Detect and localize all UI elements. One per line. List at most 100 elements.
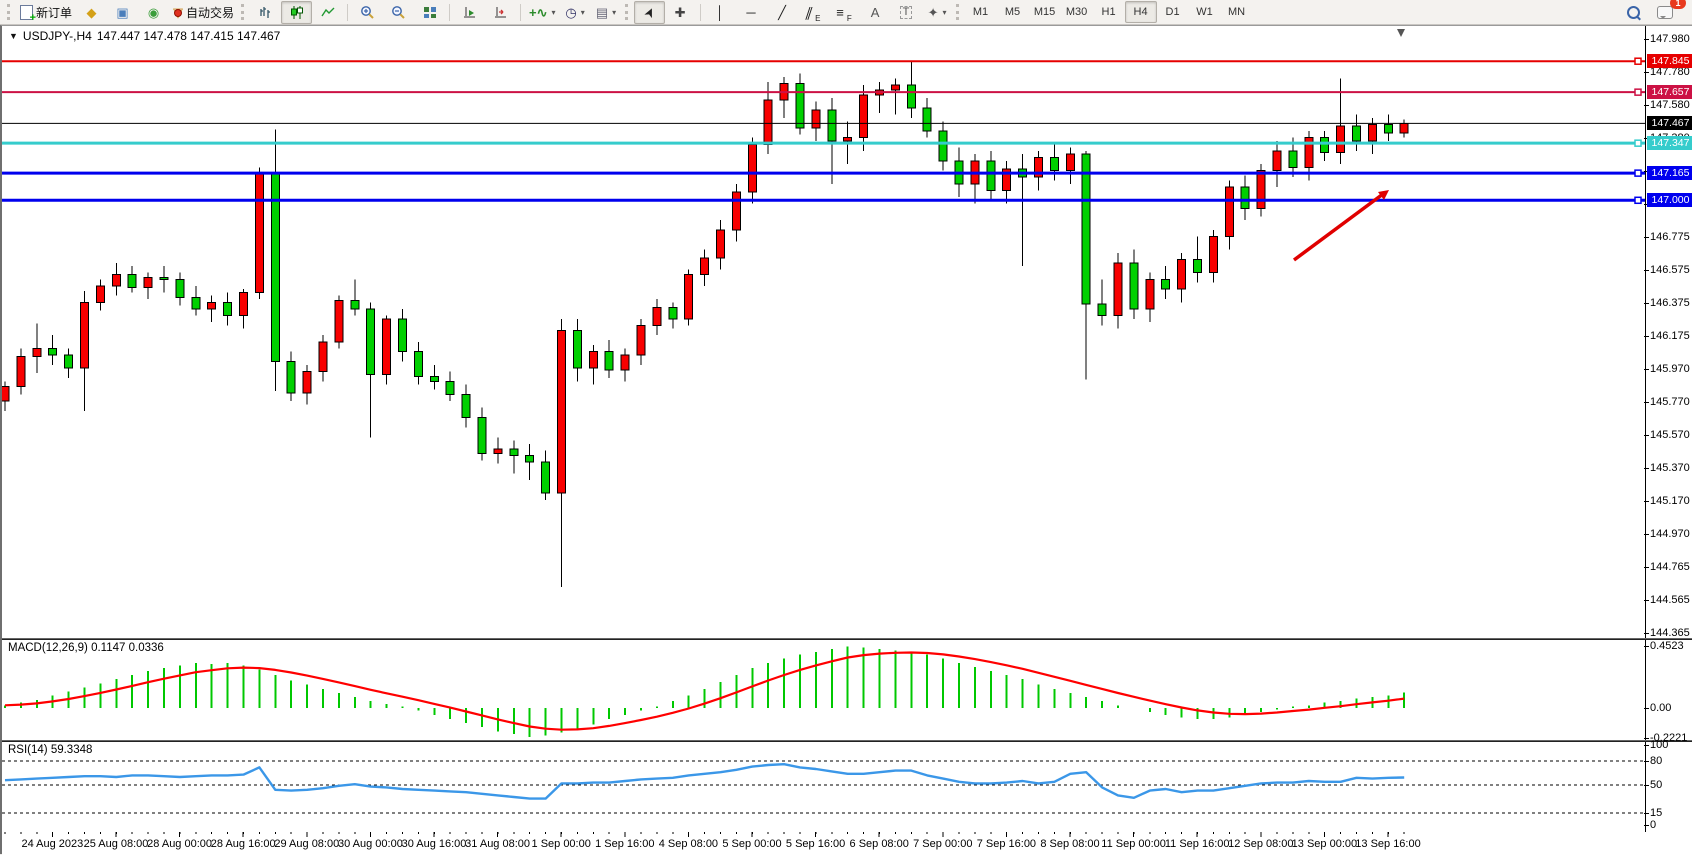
new-order-icon xyxy=(20,4,36,24)
line-anchor-handle xyxy=(1634,139,1642,147)
axis-tick-label: 0.4523 xyxy=(1644,639,1684,652)
toolbar-grip[interactable] xyxy=(7,4,10,20)
time-axis-label: 13 Sep 16:00 xyxy=(1355,838,1421,850)
periods-button[interactable]: ◷ ▾ xyxy=(560,1,591,24)
toolbar-grip[interactable] xyxy=(624,4,628,20)
axis-tick-label: 145.370 xyxy=(1644,462,1690,474)
axis-tick-label: 145.970 xyxy=(1644,363,1690,375)
arrows-tool-button[interactable]: ✦ ▾ xyxy=(922,1,953,24)
line-anchor-handle xyxy=(1634,196,1642,205)
line-chart-button[interactable] xyxy=(312,1,343,24)
time-axis-label: 5 Sep 00:00 xyxy=(722,838,782,850)
candlestick-chart-button[interactable] xyxy=(281,0,313,24)
market-button[interactable]: ▣ xyxy=(107,1,138,24)
templates-button[interactable]: ▤ ▾ xyxy=(591,1,622,24)
axis-tick-label: -0.2221 xyxy=(1643,732,1688,745)
crosshair-tool-button[interactable]: ✚ xyxy=(665,1,696,24)
axis-tick-label: 146.175 xyxy=(1644,330,1690,342)
equidistant-channel-tool-button[interactable]: ∥ E xyxy=(803,4,821,23)
time-axis-label: 5 Sep 16:00 xyxy=(785,838,846,850)
toolbar-grip[interactable] xyxy=(241,4,245,20)
zoom-in-button[interactable] xyxy=(352,1,383,24)
trend-arrow-head xyxy=(1378,190,1389,200)
new-order-label: 新订单 xyxy=(36,5,73,20)
time-axis-label: 7 Sep 16:00 xyxy=(976,838,1037,850)
price-line-badge: 147.845 xyxy=(1647,54,1692,69)
axis-tick-label: 145.770 xyxy=(1644,396,1690,408)
chevron-down-icon: ▾ xyxy=(580,7,585,17)
line-anchor-handle xyxy=(1634,169,1642,177)
trendline-tool-button[interactable]: ╱ xyxy=(767,1,798,24)
chart-ohlc-values: 147.447 147.478 147.415 147.467 xyxy=(96,29,281,43)
price-line-badge: 147.657 xyxy=(1647,85,1692,100)
timeframe-group: M1 M5 M15 M30 H1 H4 D1 W1 MN xyxy=(965,1,1253,23)
tile-windows-button[interactable] xyxy=(414,1,445,24)
axis-tick-label: 100 xyxy=(1643,739,1669,751)
new-order-button[interactable]: 新订单 xyxy=(16,1,76,24)
text-tool-button[interactable]: A xyxy=(860,1,891,24)
arrows-icon: ✦ xyxy=(927,4,939,20)
time-axis[interactable]: 24 Aug 2023 25 Aug 08:00 28 Aug 00:00 28 Au… xyxy=(2,832,1692,855)
time-axis-label: 28 Aug 16:00 xyxy=(210,838,276,850)
axis-tick-label: 147.780 xyxy=(1644,66,1690,78)
timeframe-H4[interactable]: H4 xyxy=(1124,1,1157,23)
search-icon xyxy=(1627,5,1640,19)
axis-tick-label: 146.375 xyxy=(1644,297,1690,309)
timeframe-M30[interactable]: M30 xyxy=(1065,6,1088,18)
fibonacci-icon: ≡ xyxy=(836,4,844,20)
toolbar-grip[interactable] xyxy=(955,4,959,20)
time-axis-label: 30 Aug 16:00 xyxy=(401,838,467,850)
mql-market-icon: ◆ xyxy=(86,4,97,20)
time-axis-label: 11 Sep 16:00 xyxy=(1164,838,1230,850)
axis-tick-label: 147.980 xyxy=(1644,33,1690,45)
mql-market-button[interactable]: ◆ xyxy=(76,1,107,24)
timeframe-H1[interactable]: H1 xyxy=(1101,6,1116,18)
line-anchor-handle xyxy=(1634,88,1642,96)
axis-tick-label: 15 xyxy=(1643,807,1663,819)
rsi-pane[interactable] xyxy=(2,742,1692,832)
price-line-badge: 147.165 xyxy=(1647,166,1692,181)
axis-tick-label: 0.00 xyxy=(1643,702,1672,714)
autotrading-button[interactable]: ▽ 自动交易 xyxy=(169,1,238,24)
templates-icon: ▤ xyxy=(595,4,609,20)
fibonacci-tool-button[interactable]: ≡ F xyxy=(836,4,852,23)
zoom-out-button[interactable] xyxy=(383,1,414,24)
chart-shift-button[interactable] xyxy=(485,1,516,24)
horizontal-line-tool-button[interactable]: ─ xyxy=(736,1,767,24)
search-button[interactable] xyxy=(1618,1,1649,24)
candlestick-chart-icon xyxy=(290,5,303,19)
main-toolbar: 新订单 ◆ ▣ ◉ ▽ 自动交易 +∿▾ ◷▾ ▤▾ ➤ ✚ │ xyxy=(0,0,1692,25)
timeframe-W1[interactable]: W1 xyxy=(1196,6,1213,18)
vertical-line-tool-button[interactable]: │ xyxy=(705,1,736,24)
axis-tick-label: 145.570 xyxy=(1644,429,1690,441)
autotrading-funnel-icon: ▽ xyxy=(173,6,183,19)
axis-tick-label: 0 xyxy=(1643,819,1657,831)
time-axis-label: 25 Aug 08:00 xyxy=(83,838,149,850)
pane-separator[interactable] xyxy=(2,740,1692,742)
time-axis-label: 7 Sep 00:00 xyxy=(913,838,973,850)
macd-pane[interactable] xyxy=(2,640,1692,740)
timeframe-M15[interactable]: M15 xyxy=(1033,6,1056,18)
notifications-button[interactable]: 1 xyxy=(1649,0,1686,24)
cursor-tool-button[interactable]: ➤ xyxy=(633,0,665,24)
chart-dropdown-icon[interactable]: ▼ xyxy=(9,31,18,41)
price-line-badge: 147.347 xyxy=(1647,136,1692,151)
indicators-button[interactable]: +∿ ▾ xyxy=(525,1,560,24)
price-pane[interactable] xyxy=(2,26,1692,638)
signals-button[interactable]: ◉ xyxy=(138,1,169,24)
macd-label: MACD(12,26,9) 0.1147 0.0336 xyxy=(8,642,164,654)
timeframe-M1[interactable]: M1 xyxy=(972,6,989,18)
timeframe-D1[interactable]: D1 xyxy=(1165,6,1180,18)
market-icon: ▣ xyxy=(116,4,129,20)
chevron-down-icon: ▾ xyxy=(942,7,947,17)
time-axis-label: 31 Aug 08:00 xyxy=(465,838,531,850)
text-label-tool-button[interactable]: T xyxy=(891,1,922,24)
pane-separator[interactable] xyxy=(2,638,1692,640)
bar-chart-button[interactable] xyxy=(250,1,281,24)
chart-shift-icon xyxy=(494,6,506,17)
timeframe-M5[interactable]: M5 xyxy=(1004,6,1021,18)
auto-scroll-button[interactable] xyxy=(454,1,485,24)
periods-icon: ◷ xyxy=(565,4,577,20)
trendline-icon: ╱ xyxy=(778,4,786,20)
timeframe-MN[interactable]: MN xyxy=(1227,6,1246,18)
